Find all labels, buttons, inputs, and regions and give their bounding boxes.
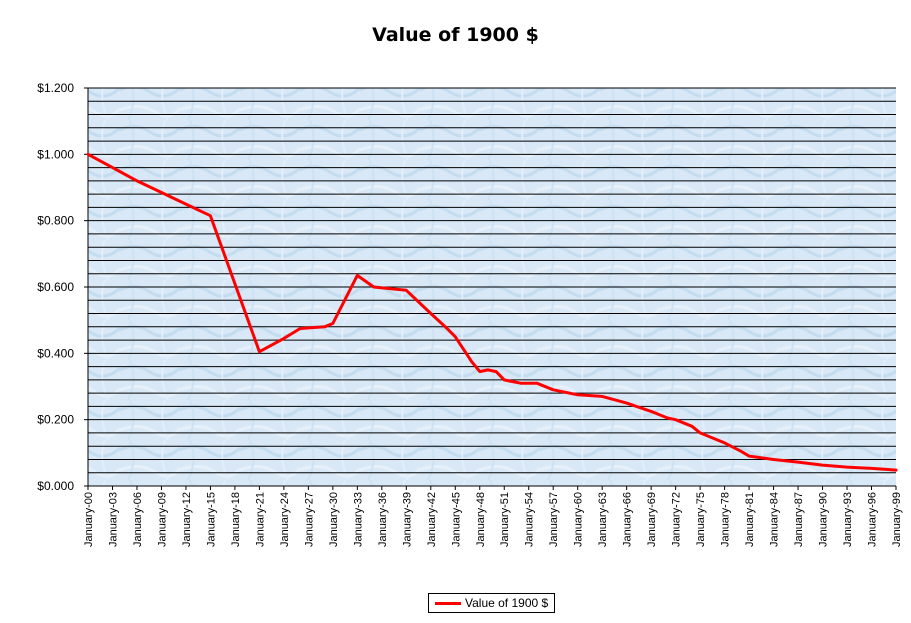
y-tick-label: $0.000: [37, 479, 74, 493]
gridlines: [88, 87, 896, 474]
x-tick-label: January-42: [426, 492, 438, 547]
y-tick-label: $0.400: [37, 346, 74, 360]
x-tick-label: January-69: [646, 492, 658, 547]
x-tick-label: January-09: [156, 492, 168, 547]
x-tick-label: January-24: [279, 492, 291, 547]
x-tick-label: January-30: [328, 492, 340, 547]
x-tick-label: January-21: [254, 492, 266, 547]
y-tick-label: $0.800: [37, 214, 74, 228]
x-tick-label: January-72: [671, 492, 683, 547]
x-tick-label: January-84: [769, 492, 781, 547]
legend: Value of 1900 $: [428, 593, 555, 613]
x-tick-labels: January-00 January-03 January-06 January-09…: [83, 486, 903, 547]
x-tick-label: January-27: [303, 492, 315, 547]
x-tick-label: January-12: [181, 492, 193, 547]
chart-title: Value of 1900 $: [372, 24, 539, 46]
x-tick-label: January-60: [573, 492, 585, 547]
x-tick-label: January-96: [867, 492, 879, 547]
x-tick-label: January-87: [793, 492, 805, 547]
x-tick-label: January-78: [720, 492, 732, 547]
x-tick-label: January-90: [818, 492, 830, 547]
legend-label: Value of 1900 $: [465, 596, 549, 610]
x-tick-label: January-03: [107, 492, 119, 547]
x-tick-label: January-99: [891, 492, 903, 547]
legend-swatch-red-line: [435, 601, 461, 605]
x-tick-label: January-51: [499, 492, 511, 547]
x-tick-label: January-57: [548, 492, 560, 547]
x-tick-label: January-45: [450, 492, 462, 547]
x-tick-label: January-18: [230, 492, 242, 547]
x-tick-label: January-93: [842, 492, 854, 547]
x-tick-label: January-15: [205, 492, 217, 547]
x-tick-label: January-81: [744, 492, 756, 547]
x-tick-label: January-06: [132, 492, 144, 547]
x-tick-label: January-66: [622, 492, 634, 547]
x-tick-label: January-36: [377, 492, 389, 547]
x-tick-label: January-75: [695, 492, 707, 547]
y-tick-labels: $0.000 $0.200 $0.400 $0.600 $0.800 $1.000 $1.2…: [37, 81, 88, 493]
y-tick-label: $1.000: [37, 147, 74, 161]
x-tick-label: January-33: [352, 492, 364, 547]
x-tick-label: January-00: [83, 492, 95, 547]
series-lines: [86, 152, 898, 472]
series-line: [86, 152, 898, 472]
x-tick-label: January-48: [475, 492, 487, 547]
y-tick-label: $0.200: [37, 413, 74, 427]
x-tick-label: January-54: [524, 492, 536, 547]
x-tick-label: January-39: [401, 492, 413, 547]
y-tick-label: $0.600: [37, 280, 74, 294]
y-tick-label: $1.200: [37, 81, 74, 95]
x-tick-label: January-63: [597, 492, 609, 547]
